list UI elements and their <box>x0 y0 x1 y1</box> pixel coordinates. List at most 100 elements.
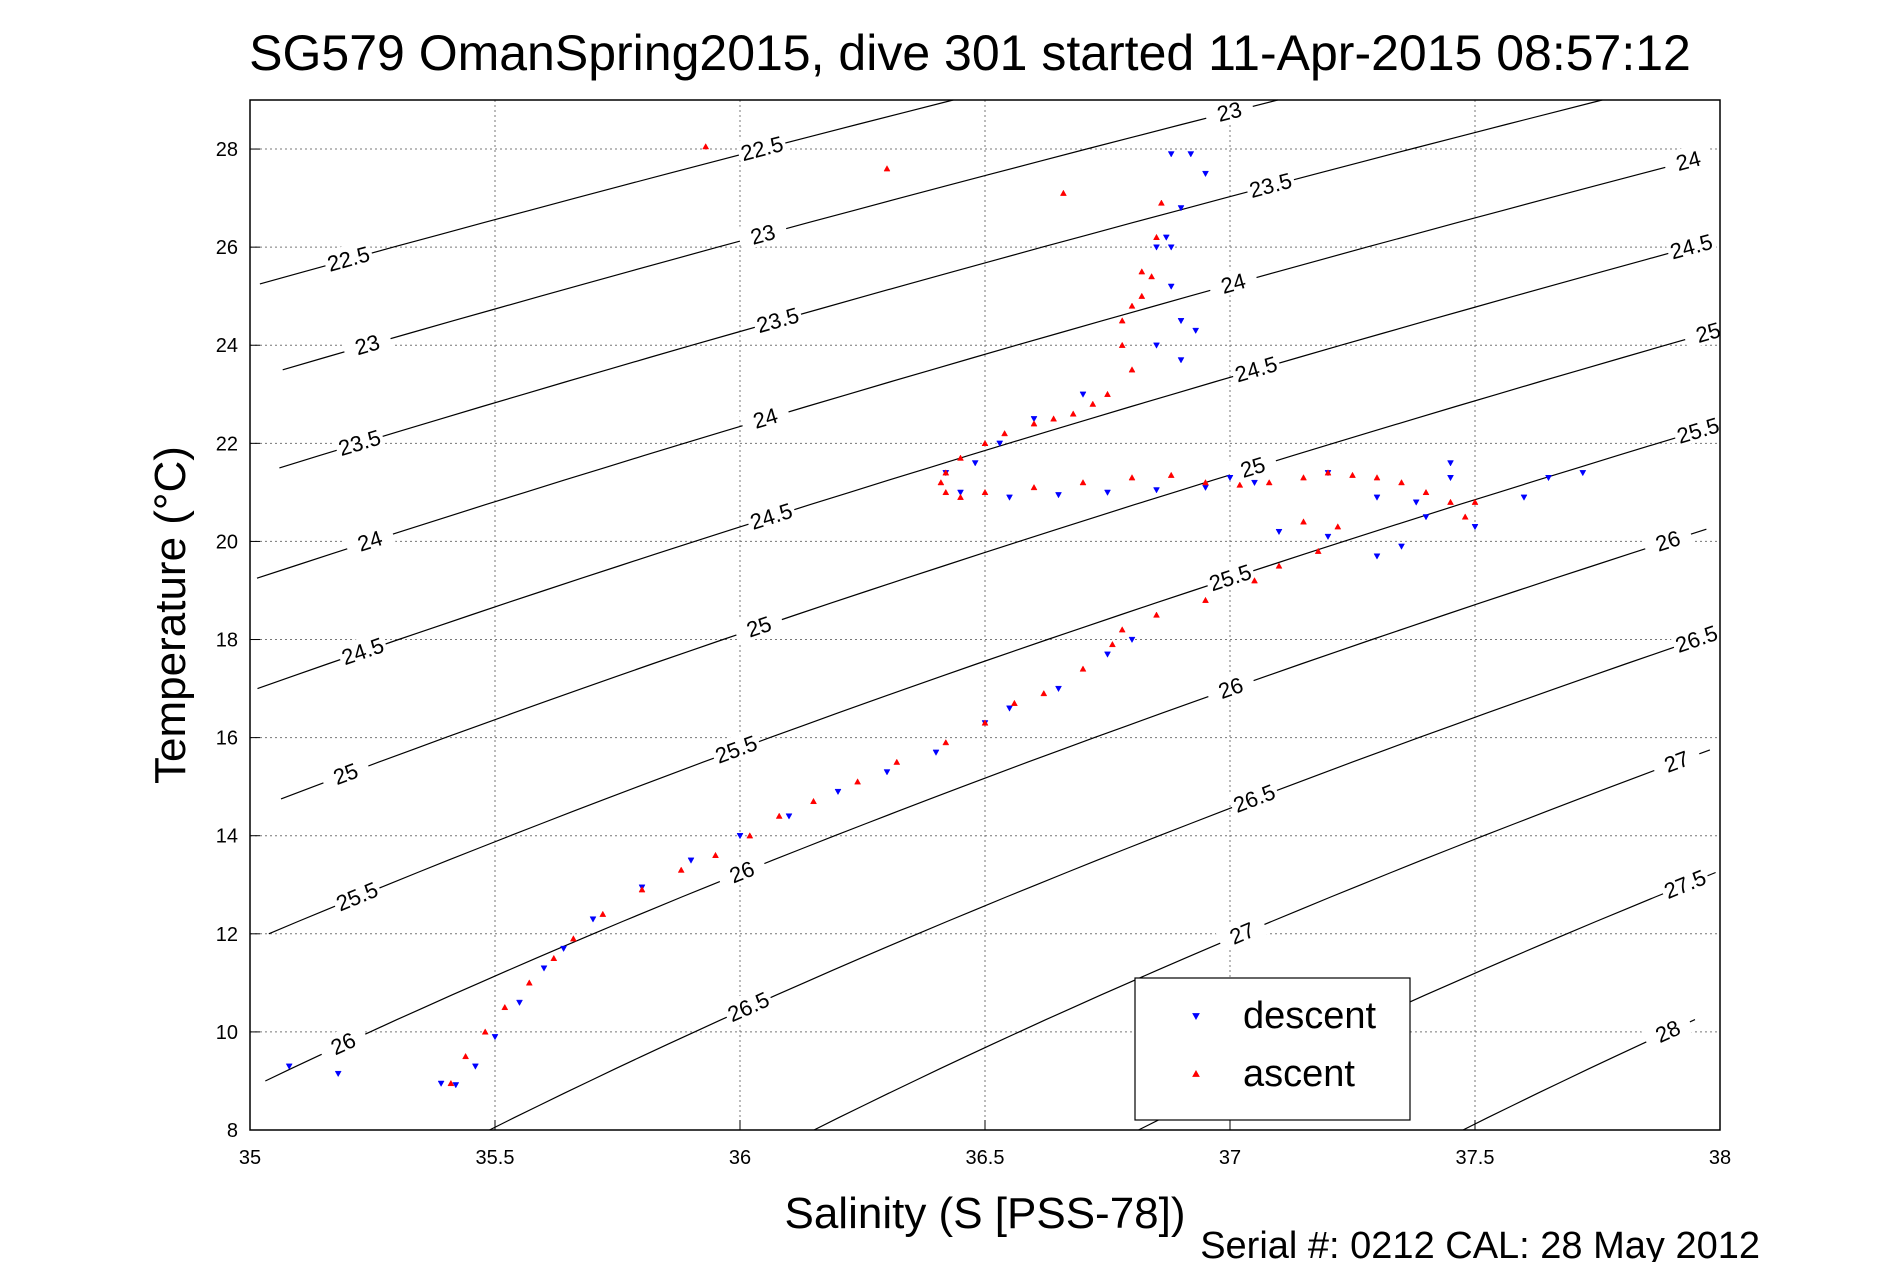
data-point <box>1059 189 1067 196</box>
contour-label-bg <box>738 398 792 436</box>
data-point <box>1412 499 1420 506</box>
data-point <box>1128 636 1136 644</box>
data-point <box>1050 415 1058 422</box>
contour-label-bg <box>744 496 798 534</box>
data-point <box>942 469 950 476</box>
data-point <box>1079 479 1087 486</box>
legend: descent ascent <box>1134 977 1411 1121</box>
data-point <box>810 797 817 805</box>
data-point <box>981 488 989 496</box>
data-point <box>599 910 607 917</box>
contour-label-bg <box>1202 92 1256 128</box>
axis-ticks: 35 35.5 36 36.5 37 37.5 38 8 10 12 14 16 18 20 22 24 26 2… <box>216 139 1731 1169</box>
data-point <box>550 954 558 961</box>
data-point <box>437 1080 445 1087</box>
contour-label-bg <box>340 325 394 362</box>
contour-label-bg <box>1206 264 1260 300</box>
data-point <box>285 1063 293 1070</box>
data-point <box>1314 547 1322 554</box>
x-tick-label: 35.5 <box>476 1147 515 1169</box>
data-point <box>1153 342 1160 349</box>
data-point <box>1422 514 1430 521</box>
density-contour-line <box>256 160 1689 579</box>
data-point <box>1373 474 1381 481</box>
data-point <box>525 979 533 986</box>
contour-label-bg <box>1649 740 1703 780</box>
contour-label-bg <box>342 520 396 559</box>
data-point <box>1202 170 1209 178</box>
density-contour-line <box>489 638 1697 1131</box>
data-point <box>1006 705 1013 712</box>
data-point <box>1157 199 1165 206</box>
data-point <box>1055 685 1062 693</box>
data-point <box>834 788 842 796</box>
data-point <box>1177 205 1185 212</box>
data-point <box>1153 233 1160 240</box>
data-point <box>957 454 964 461</box>
contour-label-bg <box>721 984 775 1027</box>
legend-marker <box>1192 1013 1200 1021</box>
data-point <box>1265 479 1273 486</box>
data-point <box>1069 410 1077 417</box>
data-point <box>1079 665 1087 672</box>
series-descent <box>285 151 1587 1089</box>
data-point <box>1167 283 1175 290</box>
data-point <box>1520 494 1528 501</box>
data-point <box>932 749 940 756</box>
data-point <box>501 1003 509 1011</box>
data-point <box>1138 268 1146 275</box>
data-point <box>1236 481 1244 488</box>
data-point <box>481 1028 489 1035</box>
data-point <box>677 866 685 873</box>
x-tick-label: 37.5 <box>1456 1147 1495 1169</box>
data-point <box>1275 528 1283 536</box>
data-point <box>560 945 568 953</box>
serial-cal-footer: Serial #: 0212 CAL: 28 May 2012 <box>1200 1225 1760 1262</box>
data-series <box>285 143 1587 1089</box>
data-point <box>1108 640 1116 648</box>
data-point <box>1398 479 1405 486</box>
data-point <box>712 851 719 858</box>
y-tick-label: 12 <box>216 924 238 946</box>
y-tick-label: 10 <box>216 1022 238 1044</box>
data-point <box>1128 366 1136 373</box>
data-point <box>1579 470 1587 477</box>
data-point <box>1177 357 1185 364</box>
chart-title: SG579 OmanSpring2015, dive 301 started 1… <box>249 25 1691 81</box>
density-contour-line <box>265 528 1707 1082</box>
contour-label-bg <box>750 300 804 337</box>
data-point <box>589 916 597 923</box>
density-contour-line <box>257 246 1692 690</box>
x-tick-label: 36.5 <box>966 1147 1005 1169</box>
data-point <box>1167 244 1175 251</box>
data-point <box>996 440 1004 447</box>
legend-label: descent <box>1243 995 1377 1037</box>
data-point <box>942 488 950 496</box>
contour-label-bg <box>1671 410 1725 448</box>
data-point <box>981 439 989 446</box>
x-axis-label: Salinity (S [PSS-78]) <box>784 1189 1185 1238</box>
x-tick-label: 36 <box>729 1147 751 1169</box>
y-tick-label: 18 <box>216 630 238 652</box>
data-point <box>893 758 901 765</box>
data-point <box>1251 479 1258 487</box>
data-point <box>1187 151 1195 158</box>
data-point <box>1226 475 1234 482</box>
data-point <box>1128 474 1136 481</box>
data-point <box>1334 523 1342 530</box>
data-point <box>883 165 891 172</box>
data-point <box>1373 553 1381 560</box>
data-point <box>447 1079 455 1087</box>
y-tick-label: 26 <box>216 237 238 259</box>
data-point <box>981 719 989 726</box>
y-tick-label: 8 <box>227 1120 238 1142</box>
y-tick-label: 28 <box>216 139 238 161</box>
data-point <box>1040 689 1048 697</box>
data-point <box>1167 151 1175 158</box>
data-point <box>736 833 744 840</box>
x-tick-label: 37 <box>1219 1147 1241 1169</box>
data-point <box>971 460 979 467</box>
data-point <box>1030 416 1038 423</box>
data-point <box>702 143 710 150</box>
